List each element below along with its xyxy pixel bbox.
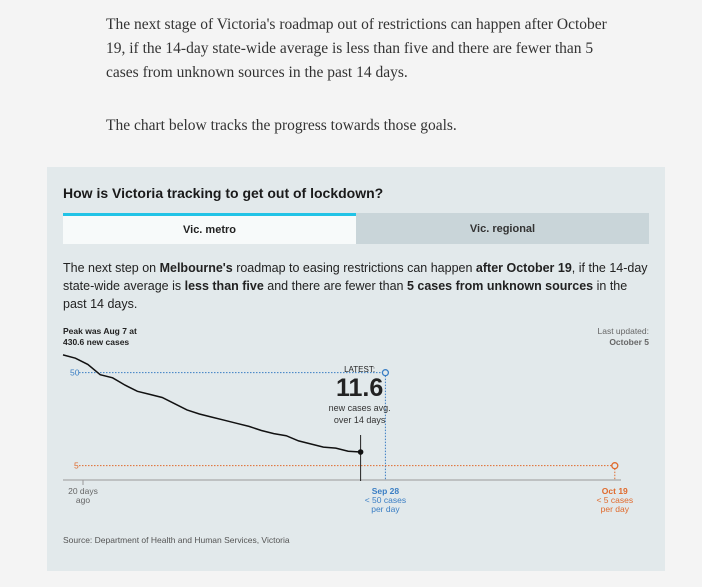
threshold-5-label: 5 bbox=[74, 461, 79, 471]
latest-point bbox=[357, 449, 364, 455]
card-title: How is Victoria tracking to get out of l… bbox=[63, 185, 384, 201]
x-label-oct19: Oct 19 bbox=[602, 486, 628, 496]
desc-bold: Melbourne's bbox=[159, 261, 233, 275]
desc-bold: after October 19 bbox=[475, 261, 572, 275]
last-updated-date: October 5 bbox=[609, 337, 649, 347]
x-label-sep28: per day bbox=[371, 504, 400, 514]
latest-label: LATEST: bbox=[344, 365, 375, 374]
x-label-start: ago bbox=[76, 495, 90, 505]
case-average-line bbox=[62, 354, 361, 453]
x-label-start: 20 days bbox=[68, 486, 98, 496]
x-label-oct19: per day bbox=[601, 504, 630, 514]
latest-caption: over 14 days bbox=[334, 415, 386, 425]
threshold-50-label: 50 bbox=[70, 368, 80, 378]
desc-text: , if the 14-day state-wide average is bbox=[63, 261, 648, 293]
x-label-sep28: < 50 cases bbox=[365, 495, 406, 505]
latest-caption: new cases avg. bbox=[329, 403, 391, 413]
desc-bold: less than five bbox=[184, 279, 264, 293]
region-tabs: Vic. metro Vic. regional bbox=[63, 213, 649, 244]
sep28-target-marker bbox=[381, 369, 390, 377]
last-updated-label: Last updated: bbox=[597, 326, 649, 336]
x-label-oct19: < 5 cases bbox=[596, 495, 633, 505]
card-description: The next step on Melbourne's roadmap to … bbox=[63, 259, 653, 313]
desc-text: roadmap to easing restrictions can happe… bbox=[232, 261, 476, 275]
latest-value: 11.6 bbox=[336, 374, 383, 402]
peak-note: 430.6 new cases bbox=[63, 337, 129, 347]
desc-text: in the past 14 days. bbox=[63, 279, 628, 311]
chart-source: Source: Department of Health and Human S… bbox=[63, 535, 290, 545]
oct19-target-marker bbox=[611, 462, 619, 470]
tab-vic-metro[interactable]: Vic. metro bbox=[63, 213, 356, 244]
x-label-sep28: Sep 28 bbox=[372, 486, 400, 496]
desc-bold: 5 cases from unknown sources bbox=[406, 279, 594, 293]
desc-text: The next step on bbox=[63, 261, 160, 275]
desc-text: and there are fewer than bbox=[263, 279, 407, 293]
tab-vic-regional[interactable]: Vic. regional bbox=[356, 213, 649, 244]
article-paragraph-chart-intro: The chart below tracks the progress towa… bbox=[106, 117, 457, 134]
article-paragraph-roadmap: The next stage of Victoria's roadmap out… bbox=[106, 16, 607, 81]
lockdown-tracker-card: How is Victoria tracking to get out of l… bbox=[47, 167, 665, 571]
peak-note: Peak was Aug 7 at bbox=[63, 326, 137, 336]
